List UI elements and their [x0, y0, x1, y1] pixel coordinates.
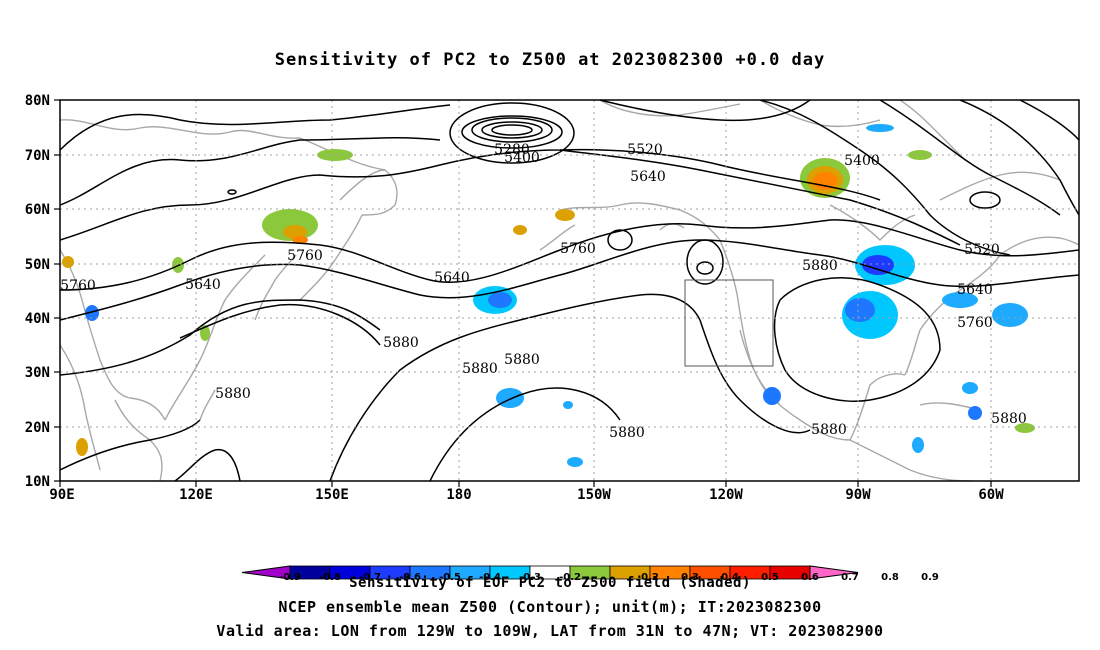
colorbar-tick-label: -0.8	[319, 572, 341, 583]
colorbar-tick-label: 0.4	[721, 572, 739, 583]
contour-label: 5760	[957, 315, 993, 331]
contour-label: 5880	[504, 352, 540, 368]
lon-tick-label: 120E	[179, 487, 213, 503]
colorbar-tick-label: -0.3	[519, 572, 541, 583]
lat-tick-label: 80N	[25, 93, 50, 109]
contour-label: 5400	[844, 153, 880, 169]
coastlines	[60, 100, 1079, 481]
contour-label: 5760	[60, 278, 96, 294]
contour-label: 5520	[627, 142, 663, 158]
contour-label: 5760	[287, 248, 323, 264]
colorbar-tick-label: -0.4	[479, 572, 501, 583]
colorbar-tick-label: 0.7	[841, 572, 859, 583]
contour-label: 5880	[811, 422, 847, 438]
lon-tick-label: 60W	[978, 487, 1004, 503]
colorbar: -0.9 -0.8 -0.7 -0.6 -0.5 -0.4 -0.3 -0.2 0.2 0.3 0.…	[241, 565, 939, 583]
contour-label: 5640	[957, 282, 993, 298]
lon-tick-label: 180	[446, 487, 471, 503]
colorbar-tick-label: 0.3	[681, 572, 699, 583]
axis-ticks	[54, 99, 992, 487]
contour-label: 5640	[185, 277, 221, 293]
lat-tick-label: 20N	[25, 420, 50, 436]
colorbar-tick-label: 0.5	[761, 572, 779, 583]
colorbar-right-arrow	[809, 565, 859, 580]
contour-label: 5880	[215, 386, 251, 402]
lon-tick-label: 150E	[315, 487, 349, 503]
map-frame	[59, 99, 1080, 482]
lat-tick-label: 40N	[25, 311, 50, 327]
lon-tick-label: 120W	[709, 487, 743, 503]
lon-tick-label: 150W	[577, 487, 611, 503]
lon-axis: 90E 120E 150E 180 150W 120W 90W 60W	[49, 487, 1004, 503]
contour-label: 5880	[991, 411, 1027, 427]
valid-area-box	[684, 279, 774, 367]
colorbar-tick-label: -0.6	[399, 572, 421, 583]
contour-label: 5880	[383, 335, 419, 351]
footer-line-2: NCEP ensemble mean Z500 (Contour); unit(…	[278, 598, 822, 616]
colorbar-tick-label: 0.8	[881, 572, 899, 583]
lat-tick-label: 70N	[25, 148, 50, 164]
colorbar-tick-label: 0.6	[801, 572, 819, 583]
colorbar-tick-label: -0.2	[559, 572, 581, 583]
contour-label: 5880	[802, 258, 838, 274]
colorbar-tick-label: 0.2	[641, 572, 659, 583]
lat-tick-label: 60N	[25, 202, 50, 218]
chart-title: Sensitivity of PC2 to Z500 at 2023082300…	[274, 50, 826, 70]
lon-tick-label: 90W	[845, 487, 871, 503]
contour-label: 5640	[630, 169, 666, 185]
colorbar-tick-label: -0.9	[279, 572, 301, 583]
lat-tick-label: 10N	[25, 474, 50, 490]
lat-axis: 80N 70N 60N 50N 40N 30N 20N 10N	[25, 93, 50, 490]
contour-label: 5280	[494, 142, 530, 158]
footer-line-1: Sensitivity of EOF PC2 to Z500 field (Sh…	[349, 575, 751, 591]
z500-contours	[60, 100, 1079, 481]
contour-label: 5880	[462, 361, 498, 377]
contour-label: 5760	[560, 241, 596, 257]
contour-label: 5400	[504, 150, 540, 166]
map-plot-area	[60, 100, 1079, 481]
contour-label: 5520	[964, 242, 1000, 258]
footer-line-3: Valid area: LON from 129W to 109W, LAT f…	[216, 622, 884, 640]
lat-tick-label: 30N	[25, 365, 50, 381]
contour-label: 5640	[434, 270, 470, 286]
contour-label-layer: 5280 5400 5520 5640 5400 5760 5640 5760 …	[60, 142, 1027, 441]
colorbar-tick-label: -0.5	[439, 572, 461, 583]
colorbar-tick-label: 0.9	[921, 572, 939, 583]
lon-tick-label: 90E	[49, 487, 74, 503]
contour-label: 5880	[609, 425, 645, 441]
graticule	[60, 100, 1079, 481]
colorbar-tick-label: -0.7	[359, 572, 381, 583]
lat-tick-label: 50N	[25, 257, 50, 273]
